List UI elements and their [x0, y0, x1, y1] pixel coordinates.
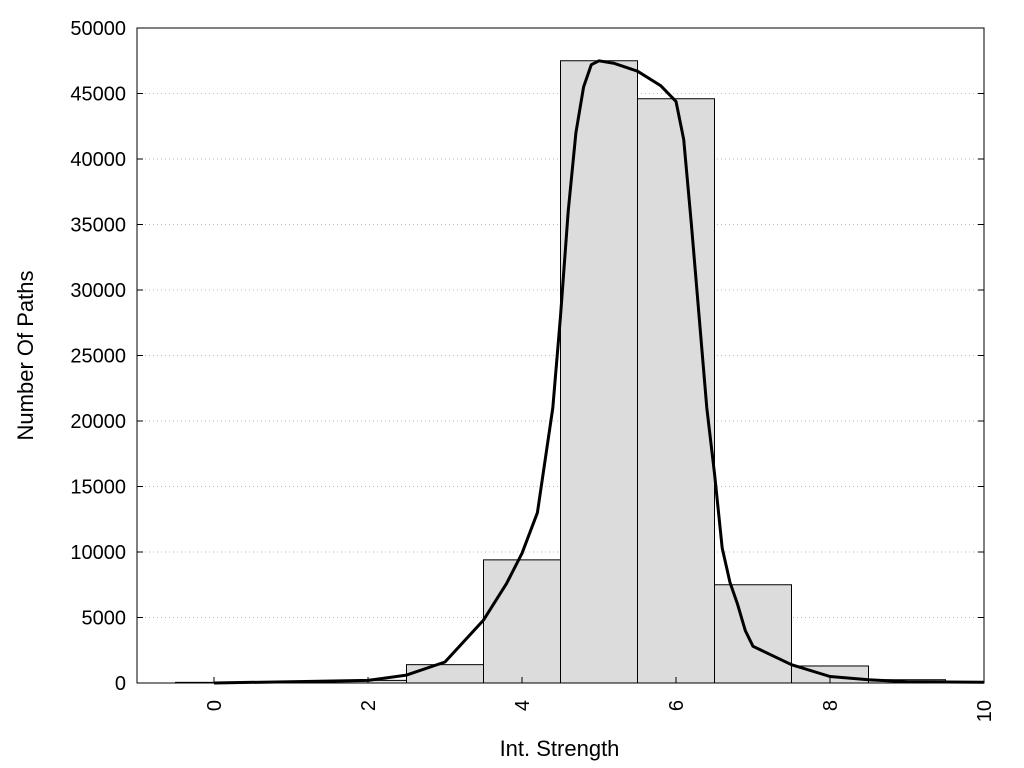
x-axis-ticks: 0 2 4 6 8 10	[204, 677, 996, 722]
histogram-bar	[714, 584, 792, 684]
y-tick-label: 45000	[70, 84, 126, 106]
histogram-bar	[483, 559, 561, 684]
y-tick-label: 30000	[70, 280, 126, 302]
y-tick-label: 50000	[70, 18, 126, 40]
histogram-bar	[637, 98, 715, 684]
histogram-bars	[175, 60, 985, 684]
x-tick-label: 6	[666, 700, 688, 711]
fit-curve	[213, 59, 985, 685]
y-tick-label: 35000	[70, 215, 126, 237]
y-tick-label: 25000	[70, 346, 126, 368]
histogram-bar	[560, 60, 638, 684]
x-tick-label: 4	[512, 700, 534, 711]
y-tick-label: 20000	[70, 411, 126, 433]
y-axis-ticks: 0 5000 10000 15000 20000 25000 30000 35000 40000…	[70, 18, 984, 695]
x-axis-title: Int. Strength	[500, 736, 620, 761]
x-tick-label: 10	[974, 700, 996, 722]
x-tick-label: 0	[204, 700, 226, 711]
y-tick-label: 0	[115, 673, 126, 695]
fit-curve-group	[213, 59, 985, 685]
x-tick-label: 2	[358, 700, 380, 711]
histogram-bar	[406, 664, 484, 684]
y-tick-label: 10000	[70, 542, 126, 564]
x-tick-label: 8	[820, 700, 842, 711]
y-tick-label: 40000	[70, 149, 126, 171]
y-tick-label: 5000	[82, 608, 127, 630]
y-axis-title: Number Of Paths	[13, 271, 38, 441]
y-tick-label: 15000	[70, 477, 126, 499]
